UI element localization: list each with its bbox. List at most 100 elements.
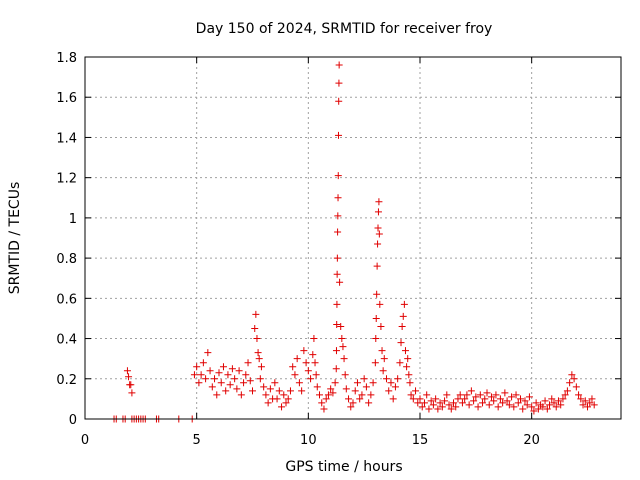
data-point <box>335 97 343 105</box>
data-point <box>447 405 455 413</box>
data-point <box>458 399 466 407</box>
data-point <box>467 387 475 395</box>
data-point <box>249 387 256 395</box>
data-point <box>499 399 507 407</box>
data-point <box>251 325 259 332</box>
data-point <box>391 383 399 391</box>
data-point <box>429 401 437 409</box>
data-point <box>416 395 424 403</box>
x-tick-label: 20 <box>523 433 540 448</box>
data-point <box>204 349 212 357</box>
data-point <box>409 395 417 403</box>
data-point <box>372 314 380 322</box>
data-point <box>334 194 342 202</box>
y-tick-label: 1.6 <box>56 91 77 106</box>
data-point <box>351 387 359 395</box>
data-point <box>331 379 339 387</box>
data-point <box>289 363 297 371</box>
data-point <box>503 397 511 405</box>
data-point <box>483 389 491 397</box>
data-point <box>517 395 524 403</box>
data-point <box>586 399 594 407</box>
data-point <box>302 359 310 367</box>
data-point <box>376 300 384 308</box>
data-point <box>345 395 353 403</box>
data-point <box>412 387 420 395</box>
data-point <box>550 399 558 407</box>
data-point <box>505 401 513 409</box>
data-point <box>396 359 404 367</box>
data-point <box>590 401 598 409</box>
data-point <box>563 387 571 395</box>
data-point <box>278 403 286 411</box>
data-point <box>436 399 444 407</box>
data-point <box>341 371 349 379</box>
data-point <box>226 381 234 389</box>
data-point <box>312 371 320 379</box>
data-point <box>523 401 531 409</box>
data-point <box>465 401 473 409</box>
data-point <box>404 355 412 363</box>
y-tick-label: 0.6 <box>56 292 77 307</box>
data-point <box>387 379 395 387</box>
data-point <box>125 373 133 381</box>
data-point <box>399 312 407 320</box>
data-point <box>293 355 301 363</box>
y-tick-label: 0.2 <box>56 373 77 388</box>
data-point <box>418 403 426 411</box>
data-point <box>304 367 312 375</box>
data-point <box>334 172 342 180</box>
data-point <box>211 375 219 383</box>
data-point <box>501 389 509 397</box>
data-point <box>373 290 381 298</box>
data-point <box>432 395 440 403</box>
data-point <box>257 363 265 371</box>
data-point <box>539 403 547 411</box>
data-point <box>266 385 274 393</box>
data-point <box>479 399 487 407</box>
data-point <box>434 405 442 413</box>
data-point <box>557 401 565 409</box>
data-point <box>360 375 368 383</box>
data-point <box>525 393 533 401</box>
data-point <box>224 371 232 379</box>
data-point <box>295 379 303 387</box>
data-point <box>461 395 469 403</box>
data-point <box>254 349 262 357</box>
data-point <box>347 403 355 411</box>
chart-title: Day 150 of 2024, SRMTID for receiver fro… <box>196 21 493 37</box>
data-point <box>333 320 341 328</box>
data-point <box>264 399 272 407</box>
data-point <box>400 300 408 308</box>
data-point <box>332 365 340 373</box>
data-point <box>406 379 414 387</box>
data-point <box>575 391 583 399</box>
data-point <box>333 270 341 278</box>
data-point <box>373 262 381 270</box>
data-point <box>333 300 341 308</box>
data-point <box>242 371 250 379</box>
data-point <box>492 391 500 399</box>
data-point <box>291 371 299 379</box>
x-axis-label: GPS time / hours <box>285 459 402 475</box>
data-point <box>353 379 361 387</box>
y-tick-label: 1.4 <box>56 131 77 146</box>
data-point <box>320 405 328 413</box>
data-point <box>275 387 283 395</box>
data-point <box>559 395 567 403</box>
data-point <box>452 403 460 411</box>
data-point <box>252 310 260 318</box>
data-point <box>235 367 243 375</box>
data-point <box>454 395 462 403</box>
data-point <box>202 375 210 383</box>
data-point <box>378 347 386 355</box>
data-point <box>548 395 556 403</box>
data-point <box>427 397 435 405</box>
data-point <box>394 375 402 383</box>
data-point <box>322 395 330 403</box>
data-point <box>271 379 279 387</box>
data-point <box>311 359 319 367</box>
data-point <box>494 403 502 411</box>
data-point <box>356 395 364 403</box>
data-point <box>233 385 241 393</box>
